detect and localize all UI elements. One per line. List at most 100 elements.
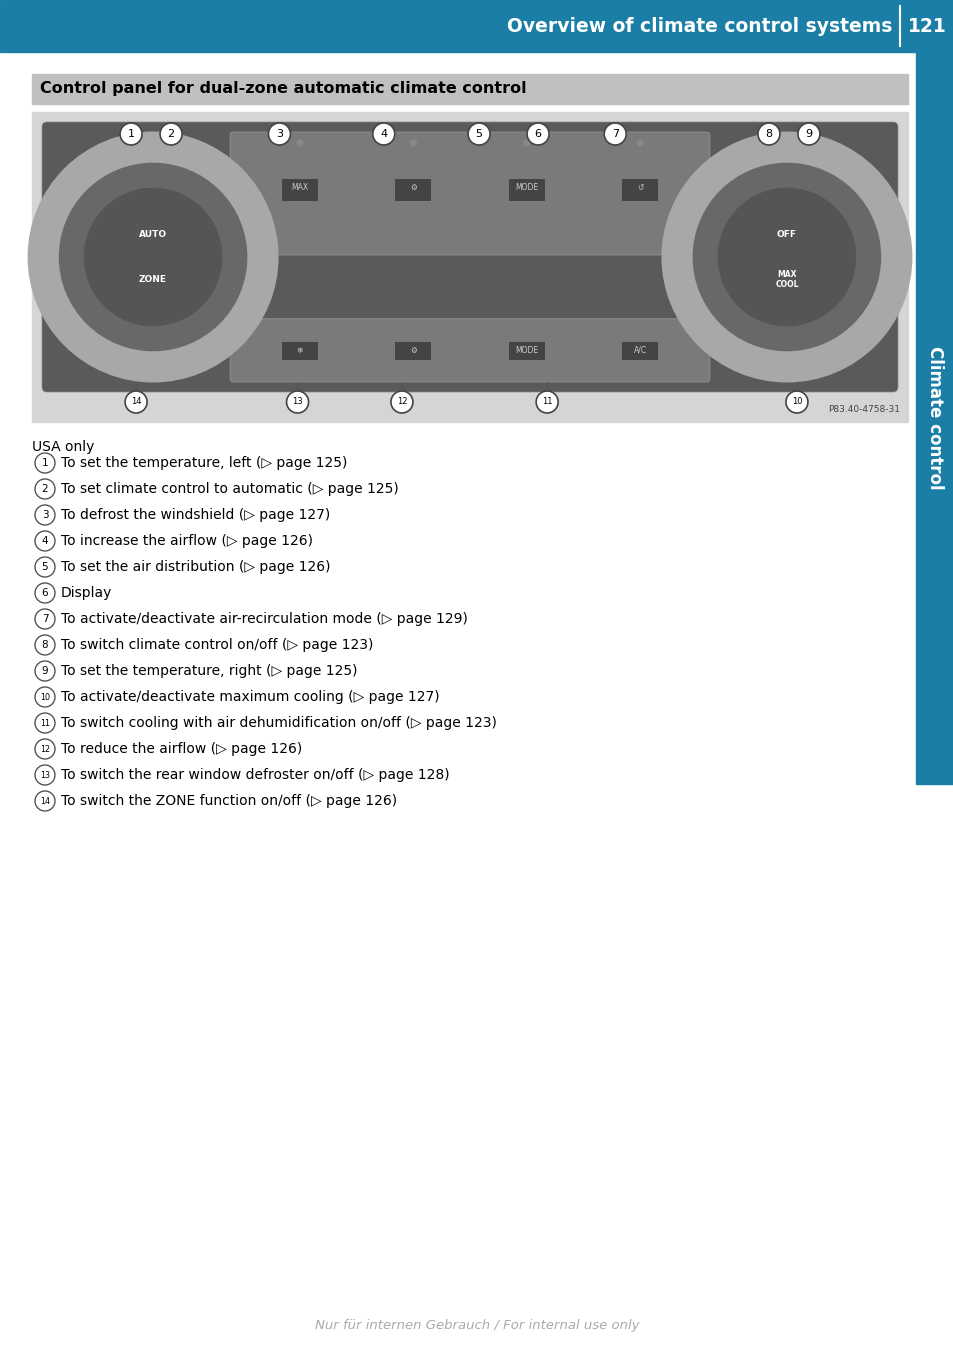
- Circle shape: [757, 123, 780, 145]
- Bar: [395, 179, 431, 200]
- Circle shape: [603, 123, 625, 145]
- Text: To switch the ZONE function on∕off (▷ page 126): To switch the ZONE function on∕off (▷ pa…: [61, 793, 396, 808]
- Text: To set the temperature, left (▷ page 125): To set the temperature, left (▷ page 125…: [61, 456, 347, 470]
- Bar: [281, 343, 317, 360]
- Text: Overview of climate control systems: Overview of climate control systems: [506, 16, 891, 35]
- Circle shape: [35, 609, 55, 630]
- Text: 3: 3: [42, 510, 49, 520]
- Text: ⚙: ⚙: [410, 183, 416, 192]
- Text: OFF: OFF: [776, 230, 796, 240]
- Bar: [508, 343, 544, 360]
- Circle shape: [35, 739, 55, 760]
- Text: MAX
COOL: MAX COOL: [775, 269, 798, 290]
- Circle shape: [523, 139, 529, 146]
- Text: 9: 9: [42, 666, 49, 676]
- Text: 2: 2: [168, 129, 174, 139]
- Circle shape: [35, 531, 55, 551]
- Text: To set the temperature, right (▷ page 125): To set the temperature, right (▷ page 12…: [61, 663, 357, 678]
- Text: 7: 7: [611, 129, 618, 139]
- Text: To activate∕deactivate air-recirculation mode (▷ page 129): To activate∕deactivate air-recirculation…: [61, 612, 467, 626]
- Text: 1: 1: [42, 458, 49, 468]
- Circle shape: [29, 133, 277, 382]
- Text: 14: 14: [131, 398, 141, 406]
- Circle shape: [35, 686, 55, 707]
- Text: 6: 6: [42, 588, 49, 598]
- Text: 5: 5: [42, 562, 49, 571]
- Bar: [281, 179, 317, 200]
- Text: To set the air distribution (▷ page 126): To set the air distribution (▷ page 126): [61, 561, 330, 574]
- Text: 6: 6: [534, 129, 541, 139]
- Text: USA only: USA only: [32, 440, 94, 454]
- Circle shape: [410, 139, 416, 146]
- Text: To activate∕deactivate maximum cooling (▷ page 127): To activate∕deactivate maximum cooling (…: [61, 691, 439, 704]
- Circle shape: [661, 133, 911, 382]
- Text: ZONE: ZONE: [139, 275, 167, 284]
- Circle shape: [59, 164, 247, 351]
- Circle shape: [85, 188, 221, 326]
- Text: MAX: MAX: [291, 183, 308, 192]
- Text: Climate control: Climate control: [925, 347, 943, 490]
- Circle shape: [160, 123, 182, 145]
- Text: 3: 3: [275, 129, 283, 139]
- Circle shape: [296, 139, 302, 146]
- Circle shape: [785, 391, 807, 413]
- Text: AUTO: AUTO: [139, 230, 167, 240]
- Circle shape: [35, 479, 55, 500]
- Circle shape: [35, 714, 55, 733]
- Circle shape: [35, 584, 55, 603]
- Circle shape: [718, 188, 855, 326]
- Text: To reduce the airflow (▷ page 126): To reduce the airflow (▷ page 126): [61, 742, 302, 756]
- Bar: [621, 343, 658, 360]
- Circle shape: [526, 123, 549, 145]
- Circle shape: [391, 391, 413, 413]
- Text: 4: 4: [380, 129, 387, 139]
- Circle shape: [35, 661, 55, 681]
- Text: ⚙: ⚙: [410, 345, 416, 355]
- Text: 4: 4: [42, 536, 49, 546]
- Text: 7: 7: [42, 613, 49, 624]
- Text: ↺: ↺: [637, 183, 642, 192]
- Text: 12: 12: [396, 398, 407, 406]
- Circle shape: [35, 635, 55, 655]
- Text: Display: Display: [61, 586, 112, 600]
- Circle shape: [120, 123, 142, 145]
- Text: 11: 11: [40, 719, 50, 727]
- FancyBboxPatch shape: [42, 122, 897, 393]
- Circle shape: [268, 123, 290, 145]
- Circle shape: [35, 556, 55, 577]
- Bar: [395, 343, 431, 360]
- Text: 8: 8: [764, 129, 772, 139]
- FancyBboxPatch shape: [230, 318, 709, 382]
- Text: A/C: A/C: [633, 345, 646, 355]
- Bar: [508, 179, 544, 200]
- Circle shape: [35, 505, 55, 525]
- Text: To switch climate control on∕off (▷ page 123): To switch climate control on∕off (▷ page…: [61, 638, 373, 653]
- Text: 13: 13: [40, 770, 50, 780]
- Circle shape: [286, 391, 308, 413]
- Circle shape: [35, 791, 55, 811]
- Text: 5: 5: [476, 129, 482, 139]
- Text: 2: 2: [42, 483, 49, 494]
- Circle shape: [373, 123, 395, 145]
- Bar: [0, 0, 953, 51]
- Text: 11: 11: [541, 398, 552, 406]
- Text: To increase the airflow (▷ page 126): To increase the airflow (▷ page 126): [61, 533, 313, 548]
- Text: 1: 1: [128, 129, 134, 139]
- Text: 10: 10: [40, 692, 50, 701]
- Text: To set climate control to automatic (▷ page 125): To set climate control to automatic (▷ p…: [61, 482, 398, 496]
- Circle shape: [468, 123, 490, 145]
- Circle shape: [35, 454, 55, 473]
- Text: MODE: MODE: [515, 183, 537, 192]
- Circle shape: [35, 765, 55, 785]
- FancyBboxPatch shape: [230, 131, 709, 255]
- Circle shape: [693, 164, 880, 351]
- Text: To defrost the windshield (▷ page 127): To defrost the windshield (▷ page 127): [61, 508, 330, 523]
- Text: 9: 9: [804, 129, 812, 139]
- Circle shape: [637, 139, 642, 146]
- Text: To switch cooling with air dehumidification on∕off (▷ page 123): To switch cooling with air dehumidificat…: [61, 716, 497, 730]
- Text: MODE: MODE: [515, 345, 537, 355]
- Text: To switch the rear window defroster on∕off (▷ page 128): To switch the rear window defroster on∕o…: [61, 768, 449, 783]
- Text: Control panel for dual-zone automatic climate control: Control panel for dual-zone automatic cl…: [40, 81, 526, 96]
- Bar: [915, 51, 953, 784]
- Text: P83.40-4758-31: P83.40-4758-31: [827, 405, 899, 414]
